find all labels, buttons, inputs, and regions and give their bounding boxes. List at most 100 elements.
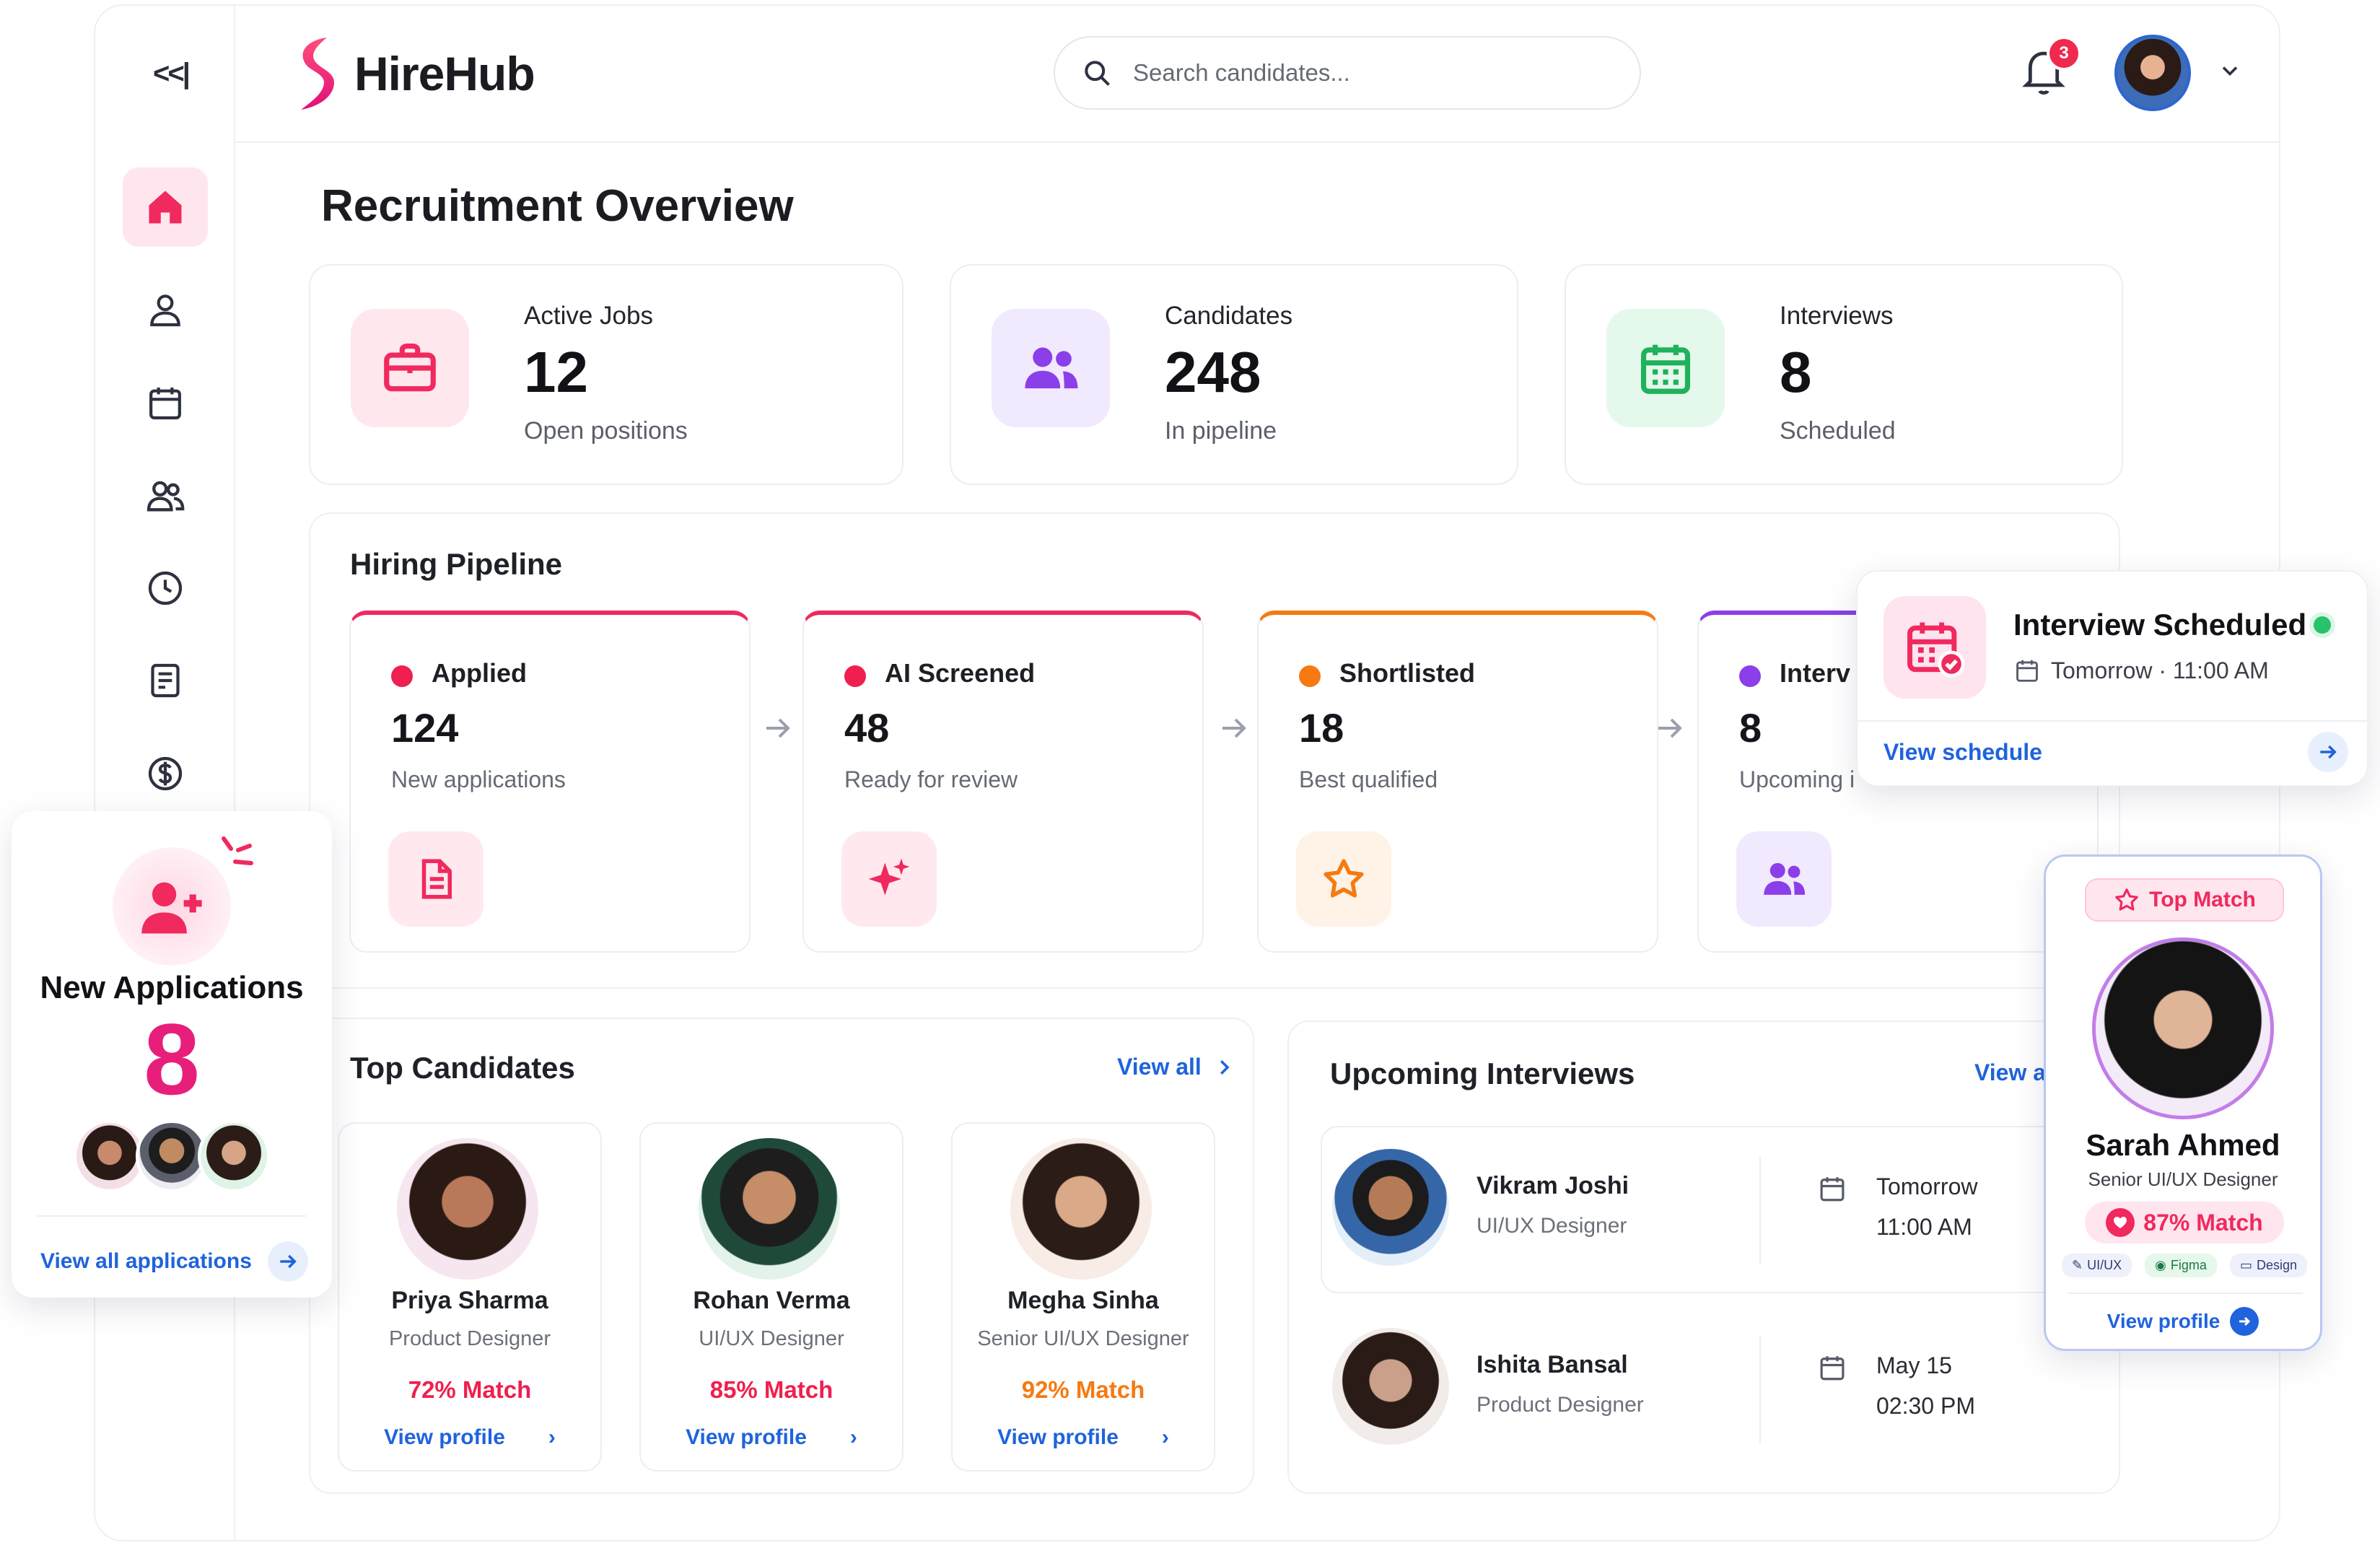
arrow-right-icon[interactable] (2308, 732, 2348, 772)
dollar-icon (148, 756, 183, 791)
clock-icon (148, 571, 183, 605)
divider (1759, 1335, 1761, 1443)
view-profile-label: View profile (686, 1425, 807, 1449)
sidebar-item-home[interactable] (123, 167, 208, 247)
candidate-avatar (699, 1138, 840, 1280)
candidate-match: 72% Match (408, 1376, 532, 1403)
search-bar[interactable] (1054, 36, 1641, 110)
sidebar (94, 4, 235, 1542)
view-all-applications-link[interactable]: View all applications (40, 1241, 308, 1282)
interview-row[interactable]: Vikram Joshi UI/UX Designer Tomorrow 11:… (1321, 1126, 2071, 1293)
view-all-candidates-link[interactable]: View all (1117, 1054, 1235, 1080)
user-icon (150, 294, 180, 327)
notification-badge: 3 (2047, 36, 2081, 71)
brand-logo[interactable]: HireHub (292, 35, 535, 113)
interview-date: May 15 (1876, 1352, 1952, 1378)
skill-tag-label: Design (2256, 1258, 2297, 1272)
interview-row[interactable]: Ishita Bansal Product Designer May 15 02… (1321, 1305, 2071, 1472)
pipeline-stage-ai-screened[interactable]: AI Screened 48 Ready for review (802, 611, 1204, 953)
divider (2068, 1293, 2303, 1294)
stat-label: Active Jobs (524, 302, 653, 330)
stat-icon-box (351, 309, 469, 427)
view-all-label: View all (1117, 1054, 1202, 1080)
view-profile-link[interactable]: View profile › (641, 1425, 902, 1450)
upcoming-interviews-title: Upcoming Interviews (1330, 1057, 1635, 1090)
stage-label: AI Screened (885, 658, 1036, 688)
heart-icon (2106, 1208, 2135, 1237)
view-all-applications-label: View all applications (40, 1249, 252, 1273)
sidebar-item-reports[interactable] (123, 641, 208, 720)
pipeline-stage-shortlisted[interactable]: Shortlisted 18 Best qualified (1257, 611, 1658, 953)
interview-when: Tomorrow · 11:00 AM (2051, 657, 2269, 683)
top-match-role: Senior UI/UX Designer (2088, 1168, 2278, 1190)
candidate-card[interactable]: Priya Sharma Product Designer 72% Match … (338, 1122, 602, 1472)
add-user-icon (141, 882, 202, 934)
skill-tag: ▭ Design (2229, 1254, 2307, 1277)
document-icon (421, 859, 452, 899)
divider (1759, 1156, 1761, 1264)
interviewee-name: Vikram Joshi (1476, 1172, 1629, 1199)
stage-value: 18 (1299, 705, 1344, 751)
stat-card-active-jobs[interactable]: Active Jobs 12 Open positions (309, 264, 904, 485)
candidate-match: 85% Match (709, 1376, 834, 1403)
new-applications-widget: New Applications 8 View all applications (12, 811, 332, 1298)
stage-icon-box (388, 831, 484, 927)
interviewee-avatar (1332, 1149, 1449, 1266)
candidate-card[interactable]: Rohan Verma UI/UX Designer 85% Match Vie… (639, 1122, 904, 1472)
candidate-name: Priya Sharma (391, 1287, 548, 1314)
user-avatar[interactable] (2114, 35, 2191, 111)
stat-label: Interviews (1780, 302, 1894, 330)
search-input[interactable] (1133, 59, 1580, 87)
stat-subtitle: Open positions (524, 417, 688, 445)
calendar-check-icon-box (1884, 596, 1986, 699)
stat-card-candidates[interactable]: Candidates 248 In pipeline (950, 264, 1518, 485)
stat-value: 8 (1780, 340, 1812, 404)
stage-subtitle: New applications (391, 766, 566, 792)
divider (38, 1215, 306, 1217)
candidate-role: Product Designer (388, 1327, 551, 1350)
view-profile-label: View profile (384, 1425, 505, 1449)
hirehub-logo-icon (301, 38, 334, 110)
view-schedule-link[interactable]: View schedule (1884, 739, 2042, 765)
view-profile-link[interactable]: View profile › (339, 1425, 600, 1450)
view-profile-label: View profile (2106, 1310, 2221, 1332)
sidebar-item-billing[interactable] (123, 734, 208, 813)
interviewee-name: Ishita Bansal (1476, 1351, 1628, 1378)
skill-tag: ✎ UI/UX (2062, 1254, 2132, 1277)
sidebar-item-profile[interactable] (123, 270, 208, 349)
sidebar-item-history[interactable] (123, 548, 208, 628)
sparkle-icon (868, 858, 910, 896)
page-title: Recruitment Overview (321, 181, 794, 231)
users-icon (1764, 862, 1806, 895)
stat-card-interviews[interactable]: Interviews 8 Scheduled (1565, 264, 2123, 485)
view-profile-link[interactable]: View profile › (953, 1425, 1214, 1450)
view-all-interviews-link[interactable]: View a (1974, 1059, 2047, 1085)
arrow-right-icon (1222, 718, 1246, 738)
stage-value: 8 (1739, 705, 1762, 751)
stage-label: Applied (432, 658, 527, 688)
pen-icon: ✎ (2072, 1258, 2083, 1272)
sparkle-lines-icon (222, 836, 253, 865)
chevron-right-icon: › (548, 1425, 556, 1449)
sidebar-item-team[interactable] (123, 456, 208, 535)
chevron-right-icon: › (849, 1425, 857, 1449)
top-candidates-title: Top Candidates (350, 1051, 575, 1085)
star-icon (2115, 888, 2138, 911)
chevron-down-icon[interactable] (2217, 58, 2243, 84)
collapse-sidebar-button[interactable]: <<| (153, 58, 191, 89)
stage-subtitle: Ready for review (844, 766, 1018, 792)
candidate-avatar (397, 1138, 538, 1280)
calendar-icon (149, 388, 181, 420)
pipeline-stage-applied[interactable]: Applied 124 New applications (349, 611, 751, 953)
view-profile-link[interactable]: View profile (2046, 1307, 2320, 1336)
candidate-card[interactable]: Megha Sinha Senior UI/UX Designer 92% Ma… (951, 1122, 1215, 1472)
applicant-avatar (136, 1120, 208, 1192)
stage-label: Interv (1780, 658, 1851, 688)
sidebar-item-calendar[interactable] (123, 363, 208, 442)
interviewee-role: UI/UX Designer (1476, 1214, 1627, 1238)
calendar-icon (1820, 1177, 1845, 1202)
top-match-avatar (2092, 937, 2274, 1119)
stage-subtitle: Upcoming i (1739, 766, 1855, 792)
skill-tag: ◉ Figma (2145, 1254, 2217, 1277)
calendar-icon (1640, 344, 1691, 394)
